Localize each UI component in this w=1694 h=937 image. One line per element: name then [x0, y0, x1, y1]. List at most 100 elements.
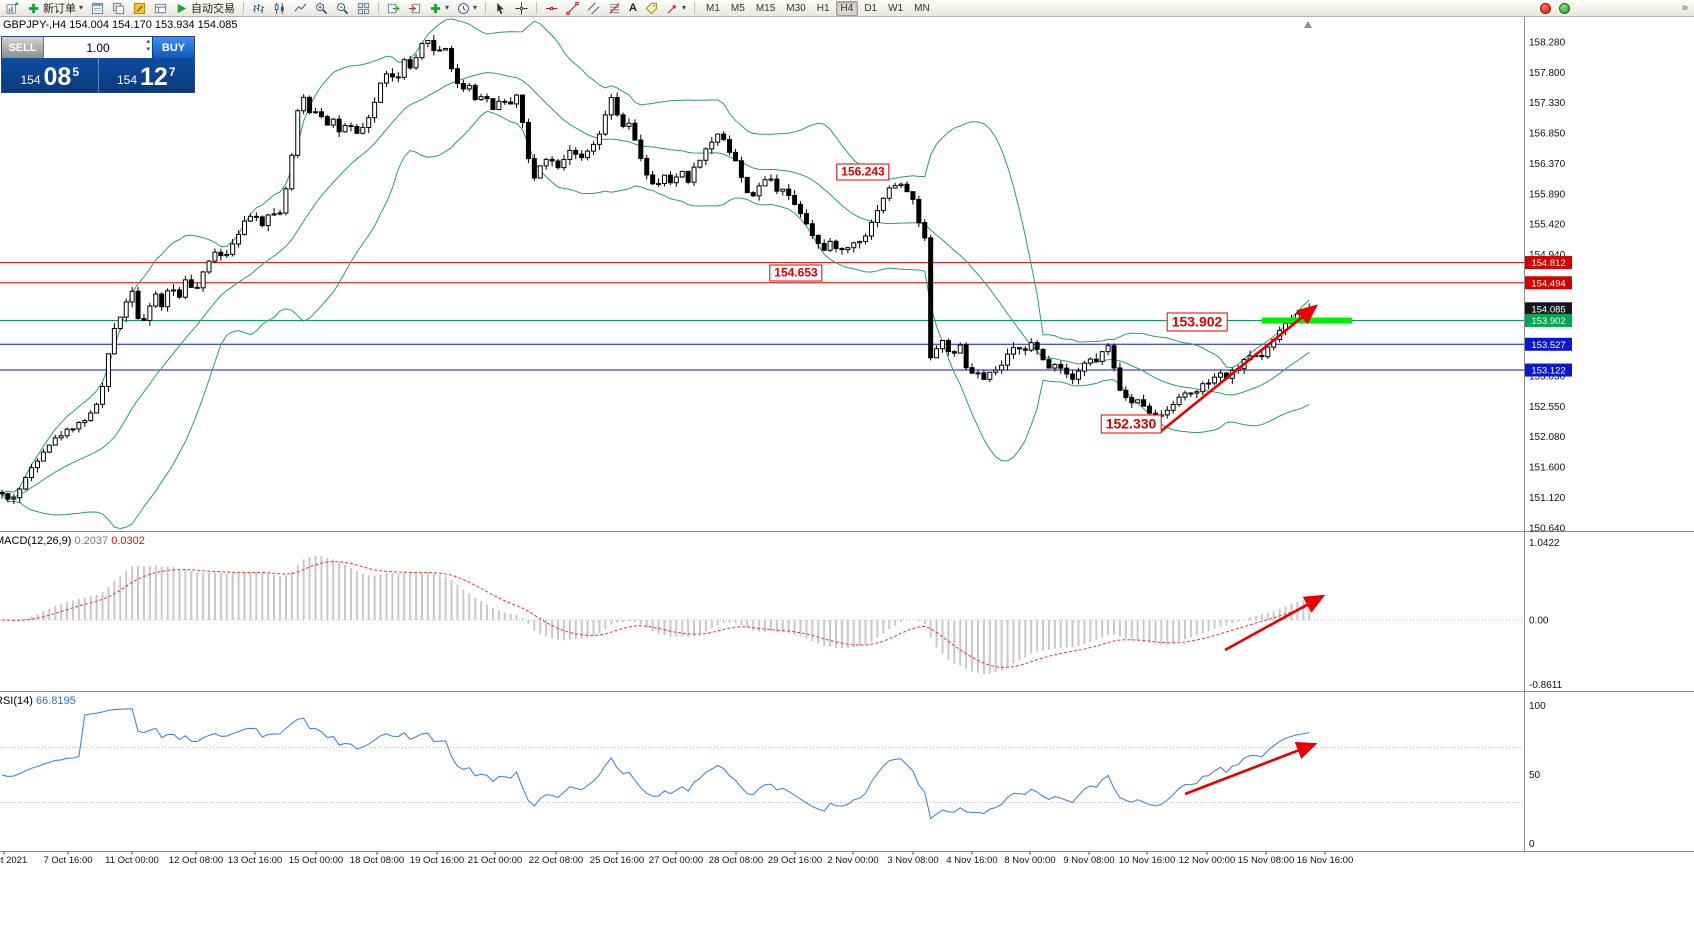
- periods-button[interactable]: ▾: [453, 1, 481, 16]
- zoom-in-button[interactable]: [311, 1, 332, 16]
- trendline-icon: [566, 1, 579, 15]
- sell-price-point: 5: [72, 65, 80, 79]
- horizontal-line-button[interactable]: [541, 1, 562, 16]
- sell-price-handle: 154: [20, 73, 41, 87]
- timeframe-d1-button[interactable]: D1: [864, 2, 878, 14]
- time-axis-label: 13 Oct 16:00: [228, 855, 282, 866]
- symbol-ohlc-label: GBPJPY-,H4 154.004 154.170 153.934 154.0…: [3, 19, 238, 31]
- timeframe-m30-button[interactable]: M30: [786, 2, 806, 14]
- arrows-tool-button[interactable]: ▾: [662, 1, 690, 16]
- main-chart-layer: [0, 18, 1524, 529]
- time-axis-label: 12 Nov 00:00: [1179, 855, 1236, 866]
- caret-down-icon: ▾: [445, 3, 450, 12]
- price-axis-label: 150.640: [1529, 523, 1566, 534]
- price-axis-label: 151.600: [1529, 462, 1566, 473]
- autotrading-label: 自动交易: [191, 3, 236, 15]
- toolbar-separator: [485, 2, 487, 14]
- crosshair-button[interactable]: [511, 1, 532, 16]
- spinner-up-icon[interactable]: ▴: [146, 38, 150, 45]
- indicators-button[interactable]: ▾: [425, 1, 453, 16]
- news-status-icon[interactable]: [1539, 2, 1551, 14]
- rsi-label: RSI(14) 66.8195: [0, 695, 76, 707]
- new-chart-button[interactable]: [2, 1, 23, 16]
- time-axis-label: 15 Oct 00:00: [289, 855, 343, 866]
- tile-windows-button[interactable]: [353, 1, 374, 16]
- price-axis-label: 155.420: [1529, 219, 1566, 230]
- caret-down-icon: ▾: [473, 3, 478, 12]
- timeframe-m1-button[interactable]: M1: [706, 2, 720, 14]
- toolbar-separator: [378, 2, 380, 14]
- time-axis-label: 10 Nov 16:00: [1119, 855, 1176, 866]
- spinner-down-icon[interactable]: ▾: [146, 46, 150, 53]
- label-tool-button[interactable]: [641, 1, 662, 16]
- buy-price[interactable]: 154 12 7: [97, 58, 195, 92]
- price-tag-text: 154.812: [1531, 258, 1565, 269]
- text-tool-button[interactable]: A: [625, 1, 641, 16]
- price-axis-label: 155.890: [1529, 190, 1566, 201]
- time-axis-label: 4 Nov 16:00: [946, 855, 997, 866]
- timeframe-group: M1 M5 M15 M30 H1 H4 D1 W1 MN: [701, 0, 935, 16]
- price-tag: [1525, 302, 1572, 316]
- navigator-button[interactable]: [108, 1, 129, 16]
- fibonacci-button[interactable]: [604, 1, 625, 16]
- time-axis-label: 25 Oct 16:00: [590, 855, 644, 866]
- line-chart-button[interactable]: [290, 1, 311, 16]
- time-axis-label: 29 Oct 16:00: [768, 855, 822, 866]
- volume-spinner[interactable]: ▴ ▾: [146, 38, 150, 54]
- price-annotation-box[interactable]: 153.902: [1166, 312, 1228, 332]
- connection-status-icon[interactable]: [1558, 2, 1570, 14]
- time-axis-label: 19 Oct 16:00: [410, 855, 464, 866]
- price-annotation-box[interactable]: 154.653: [769, 264, 823, 282]
- arrow-shape-icon: [667, 4, 676, 13]
- trendline-button[interactable]: [562, 1, 583, 16]
- equidistant-channel-icon: [587, 2, 600, 14]
- price-axis-label: 156.370: [1529, 159, 1566, 170]
- volume-input[interactable]: 1.00 ▴ ▾: [44, 37, 152, 58]
- time-axis-label: 27 Oct 00:00: [649, 855, 703, 866]
- price-tag: [1525, 313, 1572, 327]
- line-chart-icon: [294, 3, 307, 12]
- crosshair-icon: [515, 1, 528, 15]
- trend-arrow: [1159, 304, 1319, 434]
- timeframe-h4-button[interactable]: H4: [835, 0, 859, 16]
- zoom-out-button[interactable]: [332, 1, 353, 16]
- sell-button[interactable]: SELL: [2, 37, 44, 58]
- sell-price[interactable]: 154 08 5: [2, 58, 98, 92]
- buy-button[interactable]: BUY: [152, 37, 194, 58]
- time-axis-label: 12 Oct 08:00: [169, 855, 223, 866]
- rsi-layer: [0, 708, 1524, 820]
- toolbar-overflow-chevron[interactable]: »: [1681, 2, 1688, 14]
- market-watch-button[interactable]: [87, 1, 108, 16]
- metaeditor-button[interactable]: [129, 1, 150, 16]
- time-axis-label: 15 Nov 08:00: [1238, 855, 1295, 866]
- price-annotation-box[interactable]: 152.330: [1100, 414, 1162, 434]
- macd-layer: [0, 556, 1524, 675]
- candlestick-chart-button[interactable]: [269, 1, 290, 16]
- autotrading-button[interactable]: 自动交易: [171, 1, 239, 16]
- timeframe-h1-button[interactable]: H1: [816, 2, 830, 14]
- bollinger-upper: [1, 18, 1310, 495]
- price-annotation-box[interactable]: 156.243: [836, 163, 890, 181]
- time-axis-label: 16 Nov 16:00: [1297, 855, 1354, 866]
- time-axis-label: 21 Oct 00:00: [468, 855, 522, 866]
- timeframe-m15-button[interactable]: M15: [755, 2, 776, 14]
- bar-chart-button[interactable]: [248, 1, 269, 16]
- new-order-button[interactable]: 新订单 ▾: [23, 1, 87, 16]
- price-axis: 158.280 157.800 157.330 156.850 156.370 155.8…: [1529, 38, 1566, 851]
- timeframe-w1-button[interactable]: W1: [888, 2, 904, 14]
- price-axis-label: 154.940: [1529, 250, 1566, 261]
- terminal-button[interactable]: [150, 1, 171, 16]
- rsi-axis-label: 0: [1529, 839, 1535, 850]
- timeframe-m5-button[interactable]: M5: [730, 2, 745, 14]
- cursor-button[interactable]: [490, 1, 511, 16]
- price-tag-text: 153.122: [1531, 366, 1565, 377]
- market-watch-icon: [91, 2, 104, 14]
- channel-button[interactable]: [583, 1, 604, 16]
- auto-scroll-button[interactable]: [383, 1, 404, 16]
- zoom-out-icon: [337, 2, 349, 14]
- buy-price-point: 7: [168, 65, 176, 79]
- chart-shift-button[interactable]: [404, 1, 425, 16]
- timeframe-mn-button[interactable]: MN: [914, 2, 930, 14]
- chart-shift-marker: [1304, 21, 1312, 28]
